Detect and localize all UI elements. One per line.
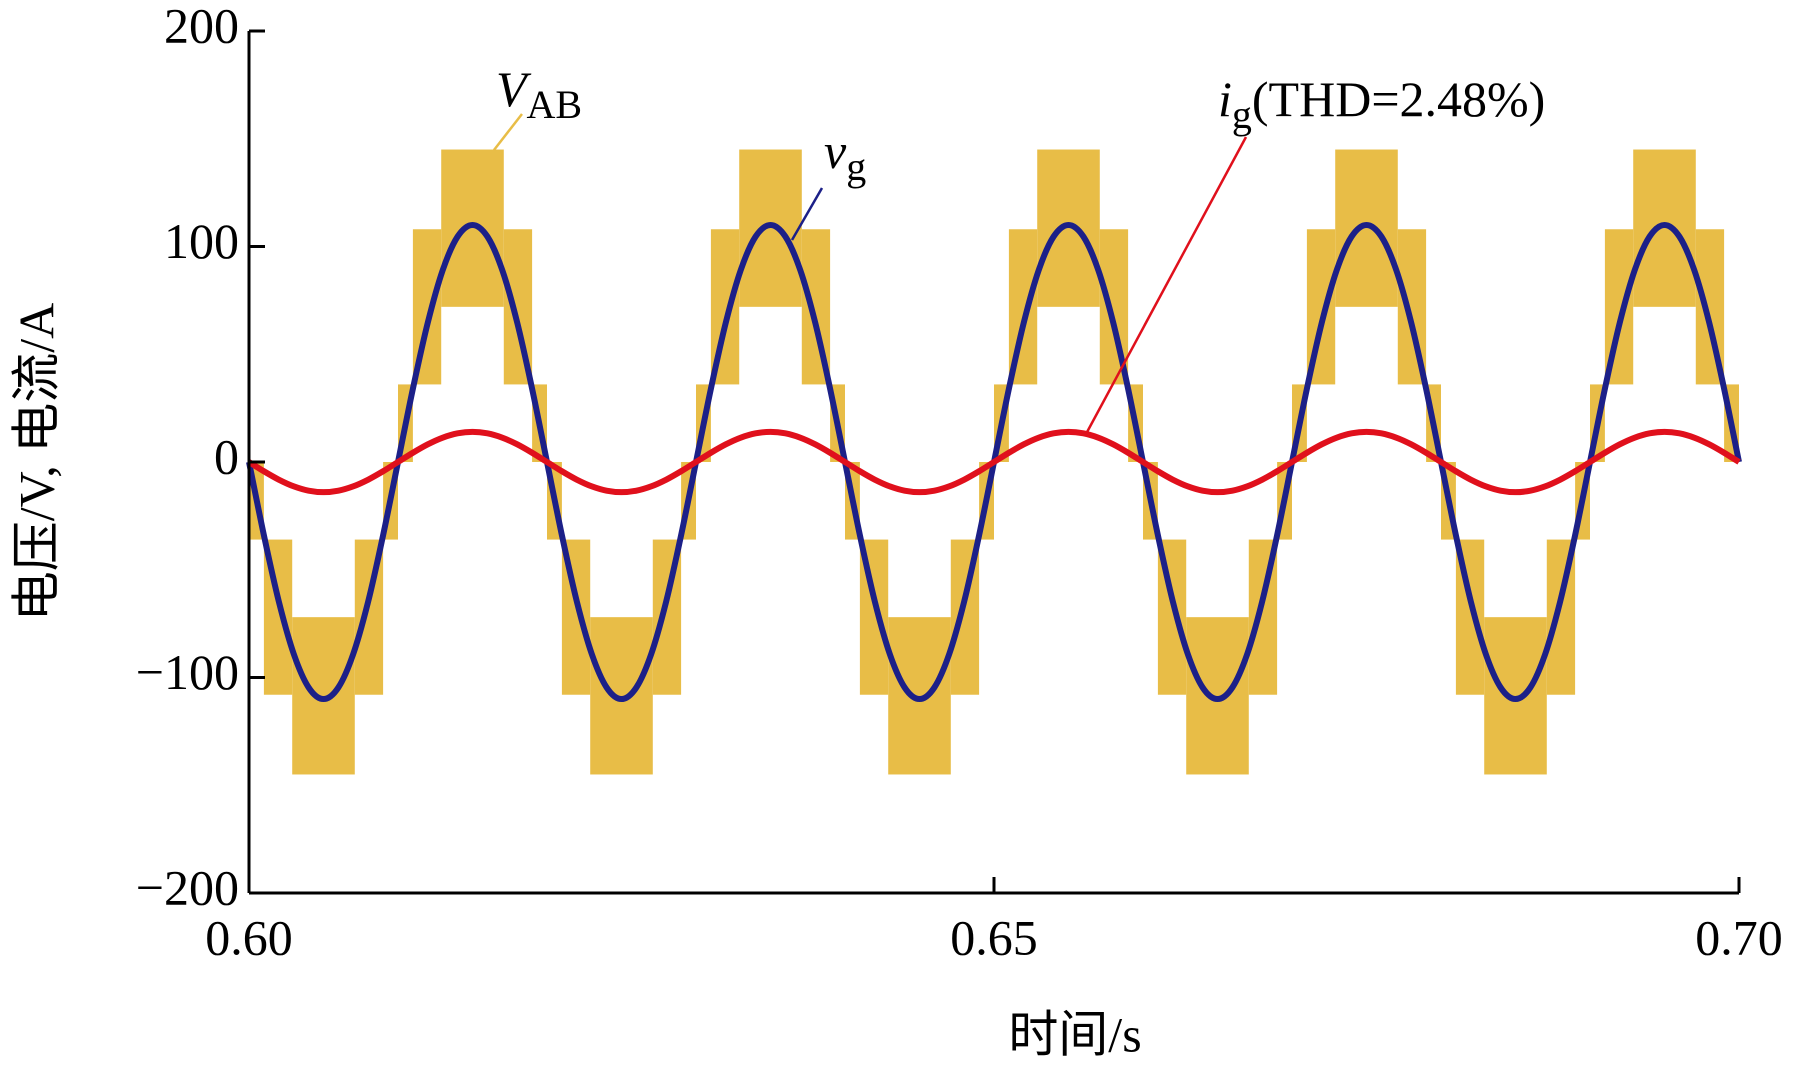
band-segment — [590, 617, 653, 775]
y-tick-label: −100 — [136, 644, 239, 700]
band-segment — [441, 149, 504, 307]
series-label: VAB — [496, 61, 582, 127]
y-tick-label: 100 — [164, 213, 239, 269]
series-label-name: i — [1218, 71, 1232, 127]
series-label-sub: AB — [527, 82, 583, 127]
leader-line — [790, 187, 824, 241]
band-segment — [1335, 149, 1398, 307]
band-segment — [1037, 149, 1100, 307]
series-label-name: v — [824, 123, 847, 179]
band-segment — [292, 617, 355, 775]
series-line — [247, 428, 1741, 496]
x-tick-label: 0.65 — [950, 909, 1038, 965]
leader-line — [1084, 136, 1248, 435]
series-label-suffix: (THD=2.48%) — [1252, 71, 1545, 127]
leader-line — [493, 113, 523, 151]
series-label-sub: g — [846, 144, 866, 189]
y-tick-label: −200 — [136, 859, 239, 915]
y-axis-label: 电压/V, 电流/A — [8, 303, 64, 622]
x-tick-label: 0.70 — [1695, 909, 1783, 965]
x-axis-label: 时间/s — [1008, 1006, 1141, 1062]
band-segment — [888, 617, 951, 775]
series-label: ig(THD=2.48%) — [1218, 71, 1545, 137]
series-label-sub: g — [1232, 92, 1252, 137]
band-segment — [1633, 149, 1696, 307]
y-tick-label: 200 — [164, 0, 239, 53]
band-segment — [1186, 617, 1249, 775]
x-tick-label: 0.60 — [205, 909, 293, 965]
series-label-name: V — [496, 61, 532, 117]
band-segment — [1484, 617, 1547, 775]
y-tick-label: 0 — [214, 428, 239, 484]
band-segment — [739, 149, 802, 307]
series-label: vg — [824, 123, 866, 189]
